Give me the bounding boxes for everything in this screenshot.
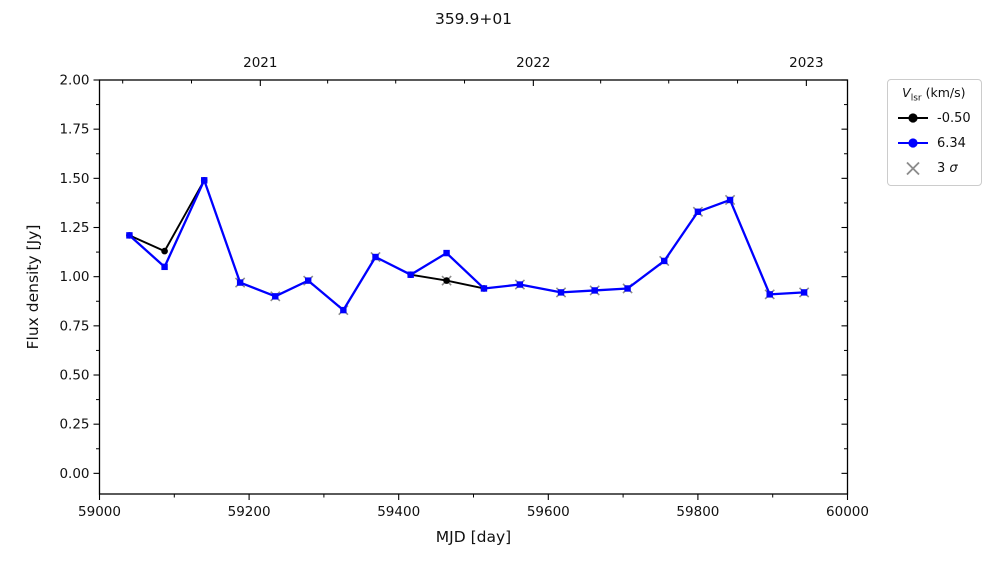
y-axis-ticks: 0.00 0.25 0.50 0.75 1.00 1.25 1.50 1.75 2.00 [59, 73, 848, 482]
svg-text:1.25: 1.25 [59, 220, 89, 236]
svg-text:1.50: 1.50 [59, 171, 89, 187]
svg-text:59200: 59200 [228, 504, 271, 520]
x-axis-label: MJD [day] [435, 528, 512, 546]
legend-entry-sigma: 3 σ [897, 156, 971, 181]
svg-text:2022: 2022 [516, 55, 550, 71]
svg-text:0.50: 0.50 [59, 368, 89, 384]
legend-title: Vlsr (km/s) [902, 85, 966, 104]
black-line-marker-icon [897, 111, 929, 125]
svg-text:2021: 2021 [243, 55, 277, 71]
svg-text:0.25: 0.25 [59, 417, 89, 433]
svg-text:59600: 59600 [527, 504, 570, 520]
legend-label: -0.50 [937, 110, 971, 126]
svg-text:2023: 2023 [789, 55, 823, 71]
svg-text:0.00: 0.00 [59, 466, 89, 482]
series-blue [126, 177, 808, 314]
x-axis-ticks: 59000 59200 59400 59600 59800 60000 [78, 494, 869, 520]
svg-text:1.75: 1.75 [59, 122, 89, 138]
svg-text:0.75: 0.75 [59, 318, 89, 334]
sigma-markers [234, 194, 810, 316]
svg-text:59400: 59400 [377, 504, 420, 520]
legend-label: 6.34 [937, 135, 966, 151]
svg-text:59000: 59000 [78, 504, 121, 520]
legend-entry-blue: 6.34 [897, 131, 971, 156]
legend-label: 3 σ [937, 160, 958, 176]
svg-text:60000: 60000 [826, 504, 869, 520]
svg-text:1.00: 1.00 [59, 269, 89, 285]
svg-text:59800: 59800 [676, 504, 719, 520]
svg-text:2.00: 2.00 [59, 73, 89, 89]
chart-title: 359.9+01 [434, 10, 513, 28]
legend: Vlsr (km/s) -0.50 6.34 [887, 79, 982, 186]
blue-line-marker-icon [897, 136, 929, 150]
legend-entry-black: -0.50 [897, 106, 971, 131]
y-axis-label: Flux density [Jy] [24, 224, 42, 350]
top-axis-ticks: 2021 2022 2023 [122, 55, 824, 86]
sigma-x-icon [897, 161, 929, 176]
